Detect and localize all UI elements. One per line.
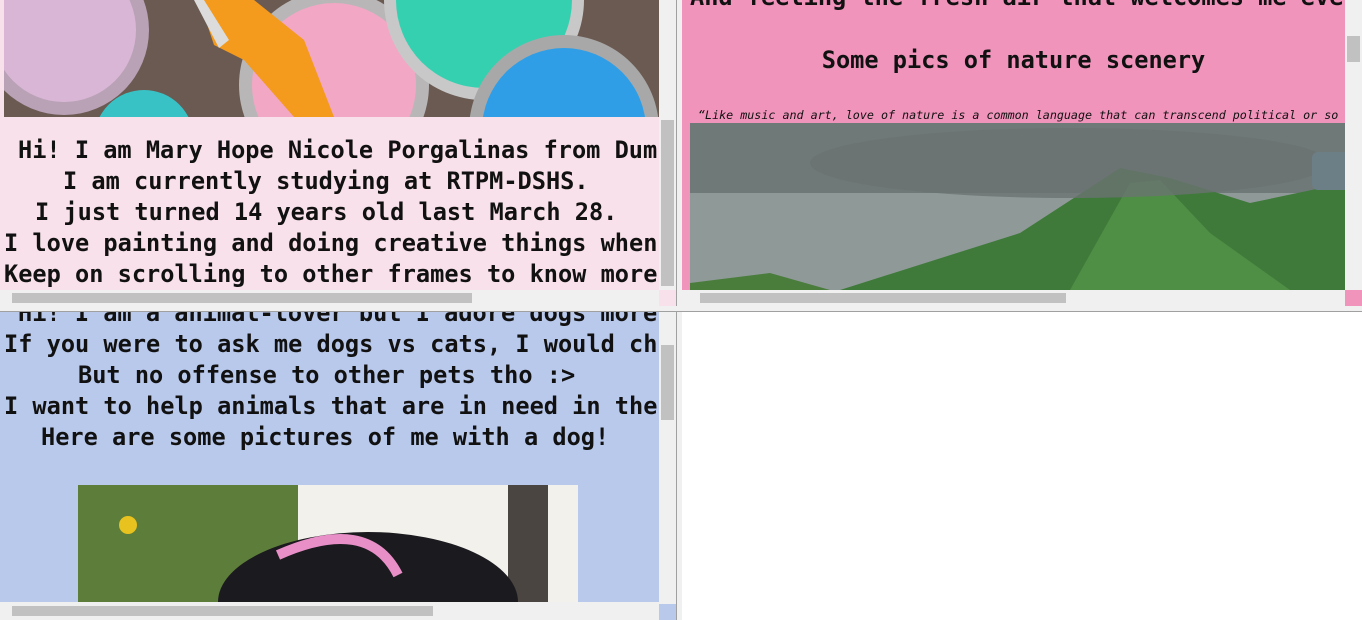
frame-animals: Hi! I am a animal-lover but I adore dogs…: [0, 312, 676, 620]
horizontal-scrollbar[interactable]: [682, 290, 1345, 306]
animals-line: If you were to ask me dogs vs cats, I wo…: [4, 330, 658, 358]
about-line: I just turned 14 years old last March 28…: [35, 198, 618, 226]
horizontal-scrollbar[interactable]: [0, 290, 659, 306]
animals-line: Hi! I am a animal-lover but I adore dogs…: [18, 312, 658, 327]
frame-about: Hi! I am Mary Hope Nicole Porgalinas fro…: [0, 0, 676, 306]
about-line: Hi! I am Mary Hope Nicole Porgalinas fro…: [18, 136, 658, 164]
vertical-scrollbar[interactable]: [659, 0, 676, 290]
mountain-image: [690, 123, 1345, 290]
about-line: Keep on scrolling to other frames to kno…: [4, 260, 672, 288]
dog-photo: [78, 485, 578, 602]
nature-line: And feeling the fresh air that welcomes …: [690, 0, 1343, 12]
frame-nature: And feeling the fresh air that welcomes …: [682, 0, 1362, 306]
floating-button[interactable]: [1312, 152, 1350, 190]
horizontal-scrollbar[interactable]: [0, 602, 659, 620]
animals-line: But no offense to other pets tho :>: [78, 361, 576, 389]
animals-line: I want to help animals that are in need …: [4, 392, 658, 420]
about-line: I love painting and doing creative thing…: [4, 229, 658, 257]
about-line: I am currently studying at RTPM-DSHS.: [63, 167, 589, 195]
frame-blank: [682, 312, 1362, 620]
frame-divider[interactable]: [0, 306, 1362, 312]
vertical-scrollbar[interactable]: [1345, 0, 1362, 290]
nature-heading: Some pics of nature scenery: [821, 46, 1206, 74]
vertical-scrollbar[interactable]: [659, 312, 676, 604]
animals-line: Here are some pictures of me with a dog!: [41, 423, 610, 451]
paint-cans-image: [4, 0, 660, 117]
nature-quote: “Like music and art, love of nature is a…: [698, 108, 1339, 122]
